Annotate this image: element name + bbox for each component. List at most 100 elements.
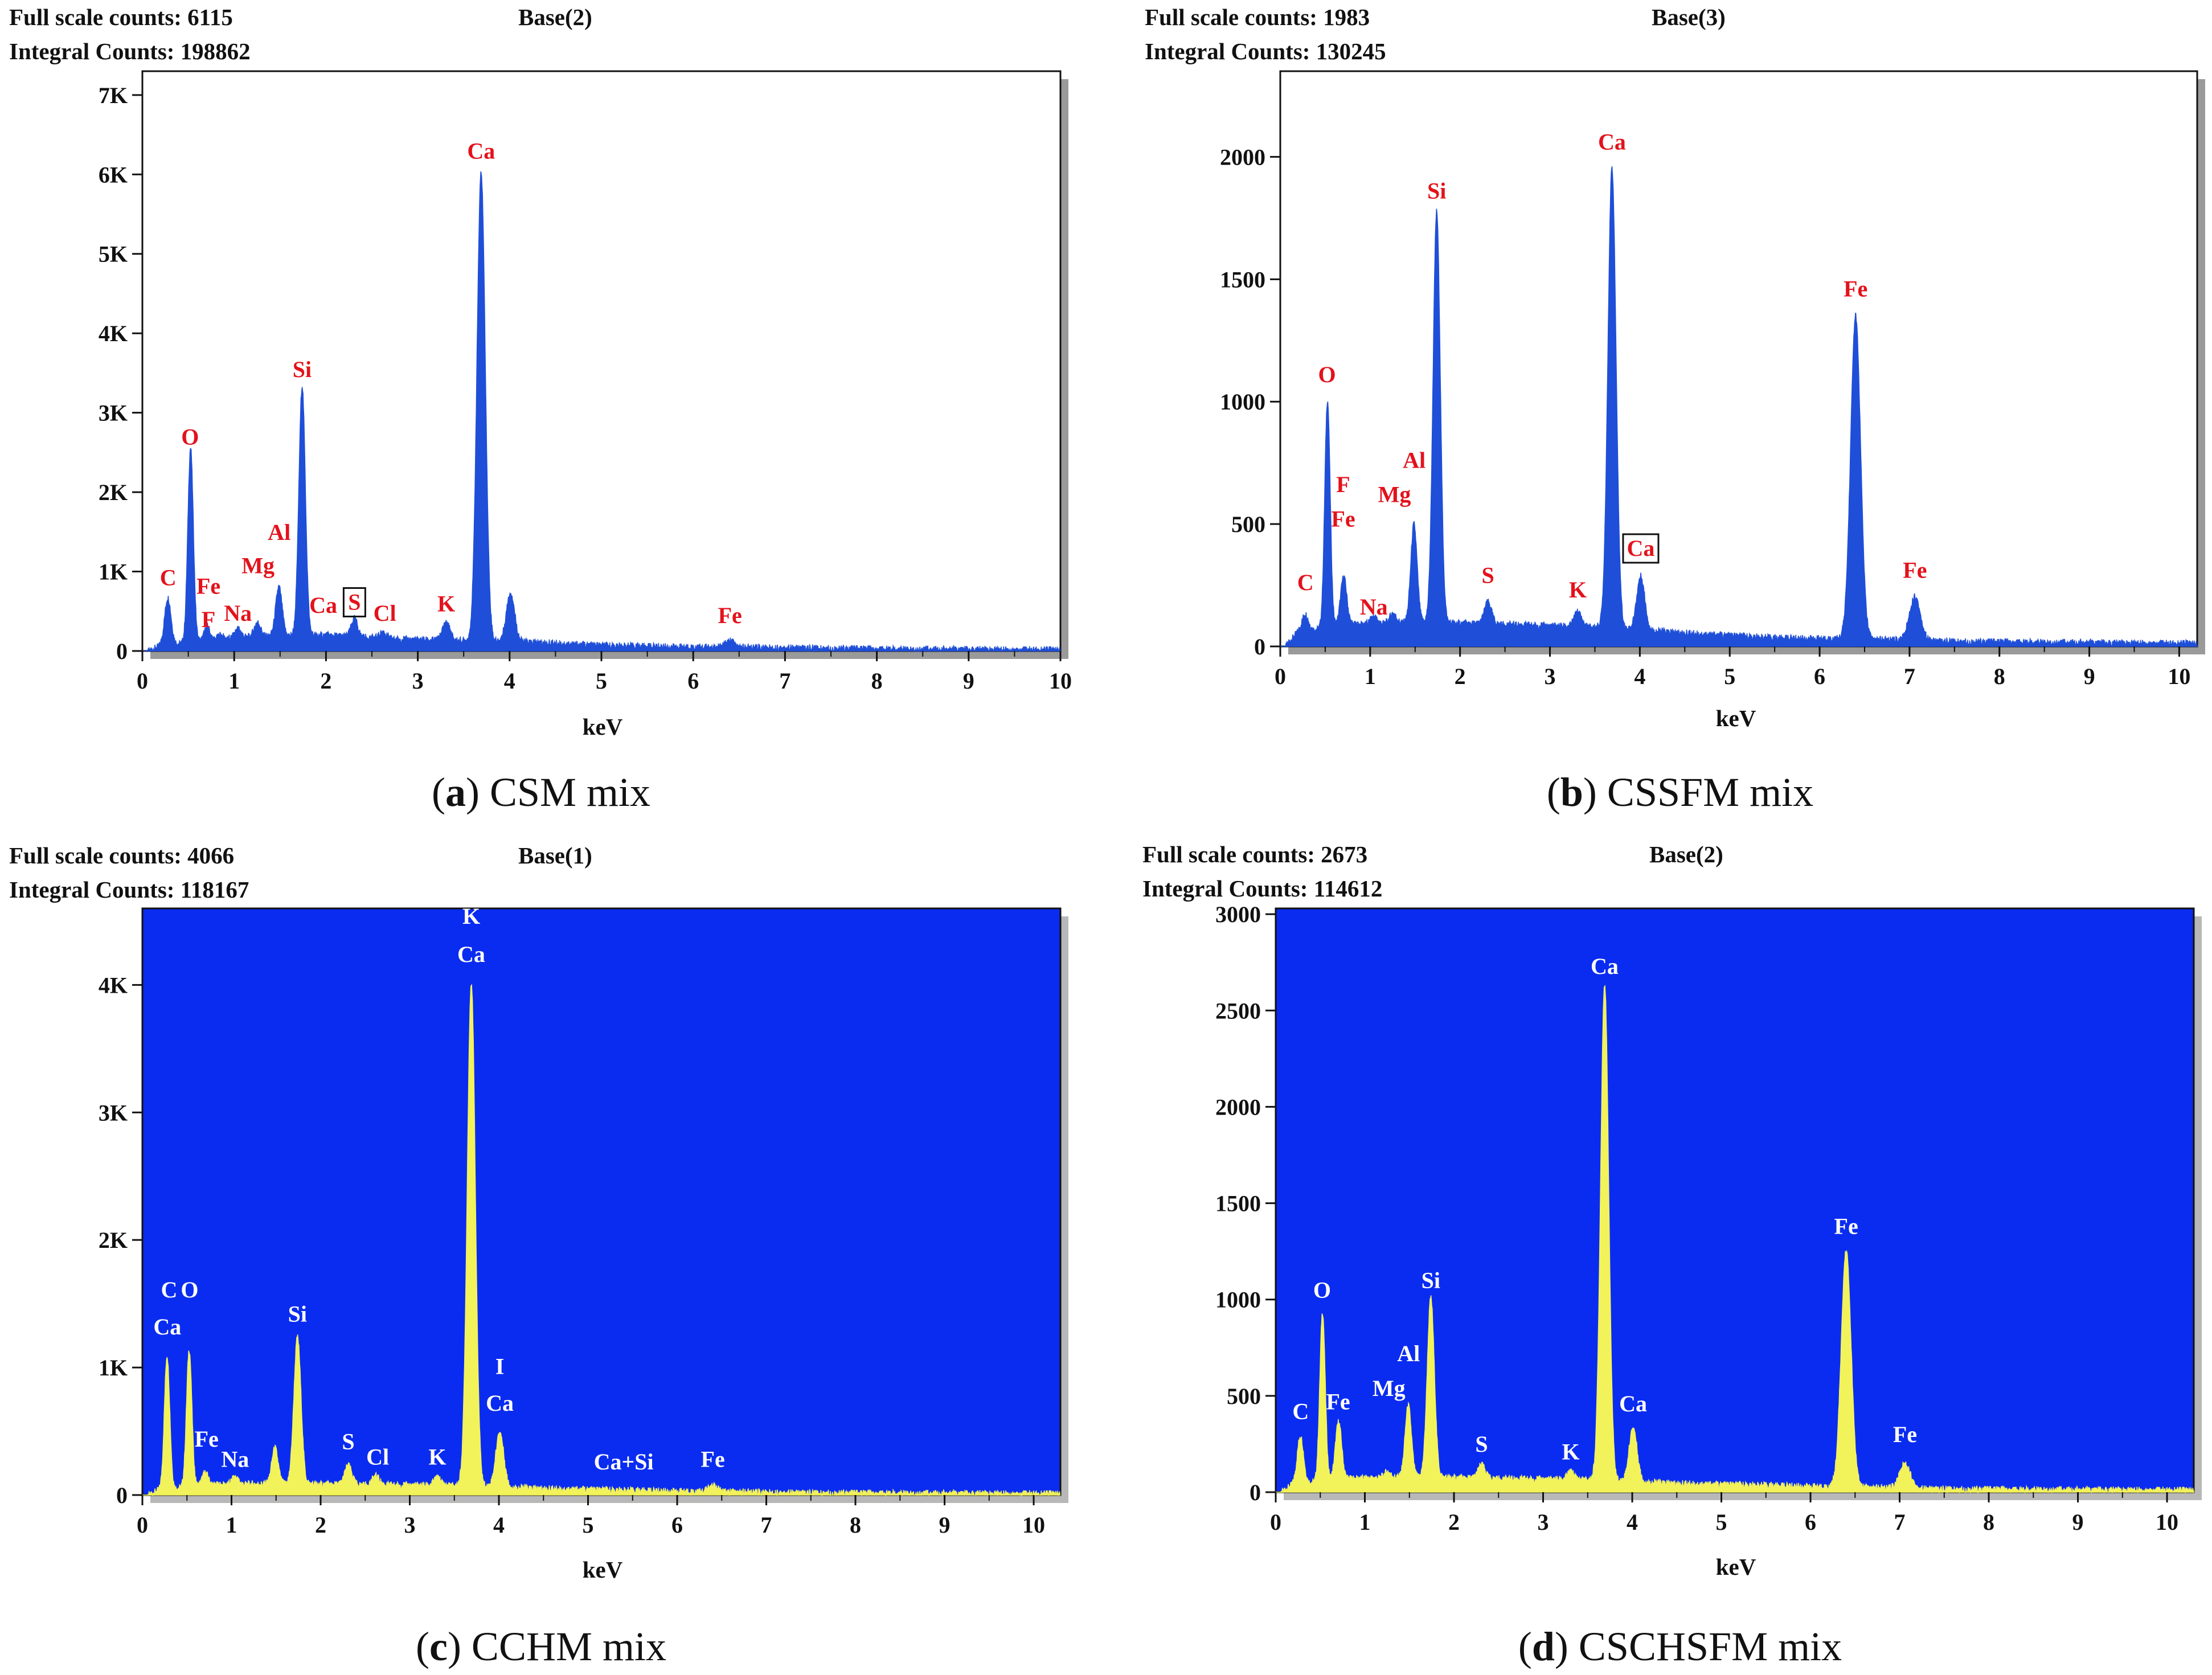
x-tick-label: 6 [687,668,699,694]
peak-label: K [462,903,480,929]
x-tick-label: 8 [1994,664,2005,689]
x-tick-label: 8 [1983,1509,1994,1535]
x-tick-label: 5 [1716,1509,1727,1535]
x-tick-label: 1 [228,668,240,694]
x-axis-label-a: keV [583,714,623,740]
peak-label: Fe [1834,1214,1858,1239]
x-tick-label: 1 [1365,664,1376,689]
peak-label: S [348,589,361,615]
peak-label: Fe [195,1426,219,1452]
x-tick-label: 7 [779,668,790,694]
y-tick-label: 4K [99,972,128,998]
x-tick-label: 10 [1049,668,1072,694]
peak-label: F [202,607,215,632]
plot-area [141,907,1062,1496]
peak-label: Ca [309,592,337,618]
caption-text-d: CSCHSFM mix [1578,1624,1842,1669]
x-tick-label: 10 [1022,1512,1045,1538]
x-tick-label: 10 [2168,664,2190,689]
x-tick-label: 2 [1455,664,1466,689]
caption-b: (b) CSSFM mix [1546,769,1814,815]
y-tick-label: 1500 [1215,1191,1261,1217]
peak-label: Ca+Si [594,1449,654,1475]
base-label-a: Base(2) [518,4,592,30]
full-scale-counts-a: Full scale counts: 6115 [9,4,233,30]
peak-label: C [160,564,177,590]
plot-group-b: 0 1 2 3 4 5 6 7 8 9 10 0 500 1000 1500 2000 C O F Fe Na Mg Al S… [1220,70,2205,689]
peak-label: Fe [701,1447,725,1472]
eds-spectrum-a: 0 1 2 3 4 5 6 7 8 9 10 0 1K 2K 3K 4K 5K 6K 7K C O Fe F Na Mg Al Si… [9,4,1072,740]
x-tick-label: 6 [671,1512,683,1538]
peak-label: S [342,1428,354,1454]
peak-label: C [1292,1398,1309,1424]
full-scale-counts-b: Full scale counts: 1983 [1145,4,1370,30]
y-tick-label: 3K [99,400,128,426]
x-tick-label: 1 [226,1512,237,1538]
y-tick-label: 3000 [1215,902,1261,927]
panel-c: 0 1 2 3 4 5 6 7 8 9 10 0 1K 2K 3K 4K C O Ca Si Fe Na S Cl K K Ca I C… [0,837,1106,1600]
y-tick-label: 0 [1250,1480,1261,1505]
peak-label: Si [1422,1267,1440,1293]
caption-letter-b: b [1560,769,1583,815]
x-tick-label: 7 [1894,1509,1906,1535]
caption-a: (a) CSM mix [431,769,651,815]
x-tick-label: 5 [596,668,607,694]
x-tick-label: 4 [493,1512,505,1538]
caption-text-c: CCHM mix [471,1624,667,1669]
integral-counts-a: Integral Counts: 198862 [9,38,251,64]
peak-label: Ca [1598,129,1626,155]
peak-label: Mg [1378,481,1411,507]
peak-label: K [1569,577,1587,603]
peak-label: Mg [241,552,275,578]
caption-text-b: CSSFM mix [1607,769,1814,815]
full-scale-counts-d: Full scale counts: 2673 [1142,841,1367,867]
x-tick-label: 7 [1904,664,1915,689]
caption-d: (d) CSCHSFM mix [1518,1624,1842,1669]
x-tick-label: 9 [2084,664,2095,689]
panel-b: 0 1 2 3 4 5 6 7 8 9 10 0 500 1000 1500 2000 C O F Fe Na Mg Al S… [1133,0,2210,769]
peak-label: K [1562,1439,1579,1464]
x-tick-label: 3 [412,668,424,694]
integral-counts-d: Integral Counts: 114612 [1142,875,1382,902]
peak-label: Si [293,357,312,382]
x-tick-label: 10 [2156,1509,2178,1535]
peak-label: S [1475,1431,1488,1457]
y-tick-label: 1500 [1220,267,1265,292]
peak-label: Na [221,1447,249,1472]
plot-area [1275,907,2195,1493]
peak-label: Cl [366,1444,389,1469]
peak-label: Ca [457,941,485,967]
peak-label: C [1297,570,1314,595]
x-tick-label: 0 [137,1512,148,1538]
y-tick-label: 1K [99,559,128,585]
peak-label: S [1481,562,1494,588]
peak-label: C [161,1277,178,1303]
x-axis-label-d: keV [1716,1554,1756,1580]
peak-label: Al [1403,447,1425,473]
spectrum-trace-b [1280,166,2198,648]
peak-label-box [1622,533,1660,564]
x-tick-label: 2 [1448,1509,1460,1535]
x-tick-label: 9 [963,668,974,694]
caption-letter-d: d [1531,1624,1555,1669]
y-tick-label: 2500 [1215,998,1261,1023]
peak-label: F [1336,472,1350,497]
x-tick-label: 0 [1270,1509,1281,1535]
full-scale-counts-c: Full scale counts: 4066 [9,842,234,869]
x-tick-label: 3 [1538,1509,1549,1535]
plot-area [141,70,1062,652]
peak-label: Fe [1844,276,1867,301]
peak-label: Fe [1331,506,1355,531]
x-tick-label: 4 [504,668,515,694]
peak-label: Al [268,519,290,545]
eds-spectrum-b: 0 1 2 3 4 5 6 7 8 9 10 0 500 1000 1500 2000 C O F Fe Na Mg Al S… [1145,4,2205,731]
x-tick-label: 2 [320,668,331,694]
y-tick-label: 3K [99,1100,128,1125]
plot-group-d: 0 1 2 3 4 5 6 7 8 9 10 0 500 1000 1500 2000 2500 3000 C O Fe… [1215,902,2202,1535]
x-tick-label: 2 [315,1512,326,1538]
caption-letter-a: a [445,769,466,815]
plot-group-a: 0 1 2 3 4 5 6 7 8 9 10 0 1K 2K 3K 4K 5K 6K 7K C O Fe F Na Mg Al Si… [99,70,1072,694]
plot-area [1279,70,2198,648]
